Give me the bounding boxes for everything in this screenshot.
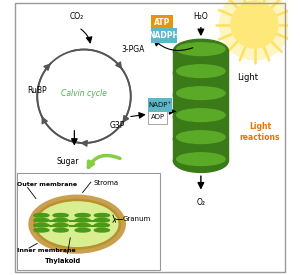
Text: O₂: O₂: [196, 198, 206, 207]
Ellipse shape: [53, 213, 68, 217]
Ellipse shape: [177, 153, 225, 166]
Ellipse shape: [177, 43, 225, 56]
FancyBboxPatch shape: [151, 28, 177, 43]
Ellipse shape: [177, 109, 225, 122]
Bar: [173, 51, 228, 161]
Ellipse shape: [34, 213, 49, 217]
Text: Light: Light: [237, 73, 258, 81]
Ellipse shape: [173, 61, 228, 84]
Ellipse shape: [177, 131, 225, 144]
Text: G3P: G3P: [110, 121, 125, 130]
Ellipse shape: [53, 228, 68, 232]
Ellipse shape: [173, 149, 228, 172]
Ellipse shape: [94, 228, 110, 232]
Circle shape: [219, 0, 290, 60]
Ellipse shape: [34, 218, 49, 222]
Text: Granum: Granum: [122, 216, 151, 222]
Text: Stroma: Stroma: [94, 180, 119, 186]
Ellipse shape: [75, 228, 90, 232]
Text: NADP⁺: NADP⁺: [148, 102, 172, 108]
Ellipse shape: [34, 200, 120, 248]
Ellipse shape: [94, 218, 110, 222]
FancyBboxPatch shape: [16, 173, 160, 270]
FancyBboxPatch shape: [148, 98, 172, 112]
Ellipse shape: [173, 105, 228, 128]
Text: ATP: ATP: [154, 18, 170, 27]
Text: RuBP: RuBP: [28, 86, 47, 95]
Circle shape: [231, 1, 278, 48]
Text: Sugar: Sugar: [56, 157, 79, 166]
Text: CO₂: CO₂: [70, 12, 84, 21]
Ellipse shape: [177, 87, 225, 100]
Text: 3-PGA: 3-PGA: [121, 45, 145, 54]
FancyBboxPatch shape: [151, 15, 173, 30]
Ellipse shape: [75, 223, 90, 227]
Text: Inner membrane: Inner membrane: [17, 248, 76, 253]
Ellipse shape: [94, 213, 110, 217]
Text: Outer membrane: Outer membrane: [17, 182, 78, 186]
Text: H₂O: H₂O: [194, 12, 208, 21]
Ellipse shape: [53, 218, 68, 222]
Text: Calvin cycle: Calvin cycle: [61, 89, 107, 98]
Ellipse shape: [34, 228, 49, 232]
Ellipse shape: [34, 223, 49, 227]
Text: Thylakoid: Thylakoid: [45, 258, 81, 264]
FancyBboxPatch shape: [148, 111, 167, 124]
Ellipse shape: [29, 195, 125, 253]
Ellipse shape: [75, 218, 90, 222]
Ellipse shape: [177, 65, 225, 78]
Ellipse shape: [173, 127, 228, 150]
Text: ADP: ADP: [151, 114, 165, 120]
Text: NADPH: NADPH: [148, 31, 179, 40]
Ellipse shape: [173, 39, 228, 62]
Ellipse shape: [53, 223, 68, 227]
Ellipse shape: [75, 213, 90, 217]
Text: Light
reactions: Light reactions: [240, 122, 280, 142]
Ellipse shape: [173, 83, 228, 106]
Ellipse shape: [94, 223, 110, 227]
